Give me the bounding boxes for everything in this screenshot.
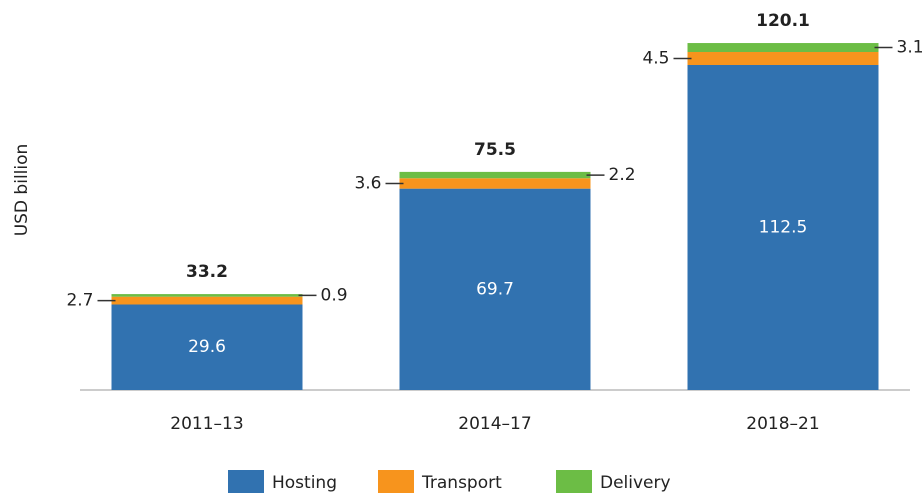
bar-segment — [687, 65, 879, 390]
bar-segment — [687, 52, 879, 65]
value-label: 29.6 — [188, 337, 226, 357]
total-label: 33.2 — [186, 262, 228, 282]
value-label: 112.5 — [759, 218, 808, 238]
bar-segment — [399, 178, 591, 189]
bar-segment — [111, 304, 303, 390]
total-label: 120.1 — [756, 11, 810, 31]
x-tick-label: 2018–21 — [746, 414, 819, 434]
total-label: 75.5 — [474, 140, 516, 160]
bar-segment — [399, 171, 591, 179]
bar-segment — [399, 188, 591, 390]
legend-swatch — [378, 470, 414, 493]
value-label: 4.5 — [642, 49, 669, 69]
value-label: 2.2 — [609, 165, 636, 185]
value-label: 3.1 — [897, 38, 924, 58]
legend-swatch — [556, 470, 592, 493]
y-axis-label: USD billion — [12, 144, 32, 237]
bar-segment — [111, 294, 303, 297]
bar-segment — [687, 43, 879, 52]
legend-label: Transport — [421, 473, 502, 493]
legend-swatch — [228, 470, 264, 493]
x-tick-label: 2014–17 — [458, 414, 531, 434]
value-label: 0.9 — [321, 285, 348, 305]
value-label: 2.7 — [66, 291, 93, 311]
legend-label: Delivery — [600, 473, 671, 493]
x-tick-label: 2011–13 — [170, 414, 243, 434]
value-label: 69.7 — [476, 279, 514, 299]
bar-segment — [111, 296, 303, 305]
legend-label: Hosting — [272, 473, 337, 493]
value-label: 3.6 — [354, 173, 381, 193]
